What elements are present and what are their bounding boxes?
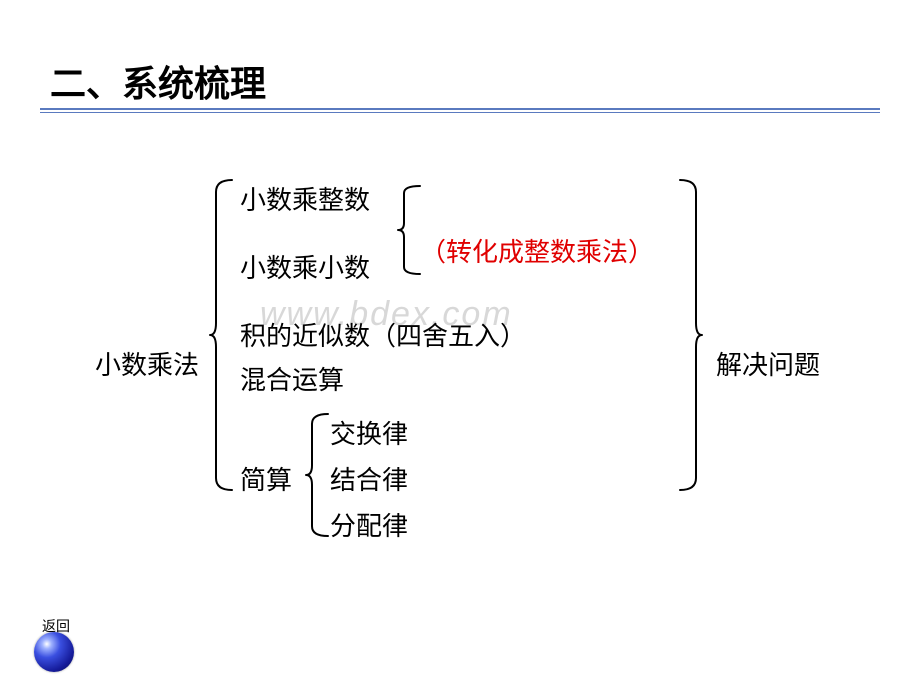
node-item-dec: 小数乘小数 xyxy=(240,248,370,285)
note-convert: （转化成整数乘法） xyxy=(420,232,654,269)
section-title: 二、系统梳理 xyxy=(50,55,266,107)
title-underline xyxy=(40,108,880,110)
node-law-distributive: 分配律 xyxy=(330,506,408,543)
back-button[interactable] xyxy=(34,632,74,672)
node-law-commutative: 交换律 xyxy=(330,414,408,451)
bracket-note-left xyxy=(398,186,422,274)
node-result: 解决问题 xyxy=(716,345,820,382)
node-item-approx: 积的近似数（四舍五入） xyxy=(240,316,526,353)
node-item-mixed: 混合运算 xyxy=(240,360,344,397)
node-item-int: 小数乘整数 xyxy=(240,180,370,217)
bracket-main-right xyxy=(680,180,704,490)
bracket-main-left xyxy=(210,180,234,490)
node-item-simplify: 简算 xyxy=(240,460,292,497)
node-law-associative: 结合律 xyxy=(330,460,408,497)
title-underline-thin xyxy=(40,112,880,113)
node-root: 小数乘法 xyxy=(95,345,199,382)
bracket-laws-left xyxy=(306,414,330,536)
